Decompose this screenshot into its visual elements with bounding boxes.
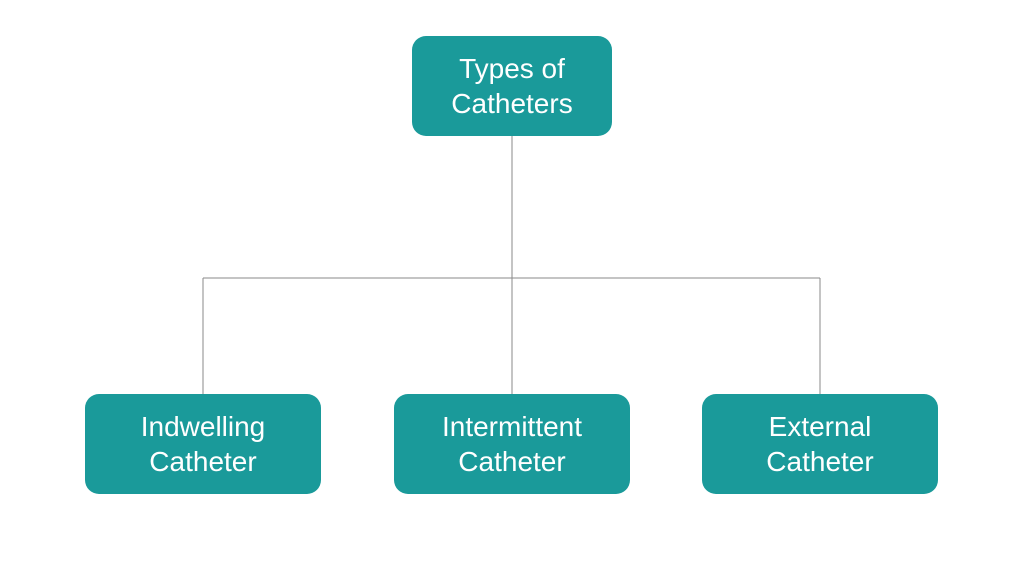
child-label-line2: Catheter [458,446,565,477]
child-node-intermittent: Intermittent Catheter [394,394,630,494]
child-label-line2: Catheter [149,446,256,477]
child-node-external: External Catheter [702,394,938,494]
child-label-line1: External [769,411,872,442]
root-label-line2: Catheters [451,88,572,119]
child-label-line1: Indwelling [141,411,266,442]
root-node: Types of Catheters [412,36,612,136]
child-label-line2: Catheter [766,446,873,477]
child-label-line1: Intermittent [442,411,582,442]
root-label-line1: Types of [459,53,565,84]
child-node-indwelling: Indwelling Catheter [85,394,321,494]
